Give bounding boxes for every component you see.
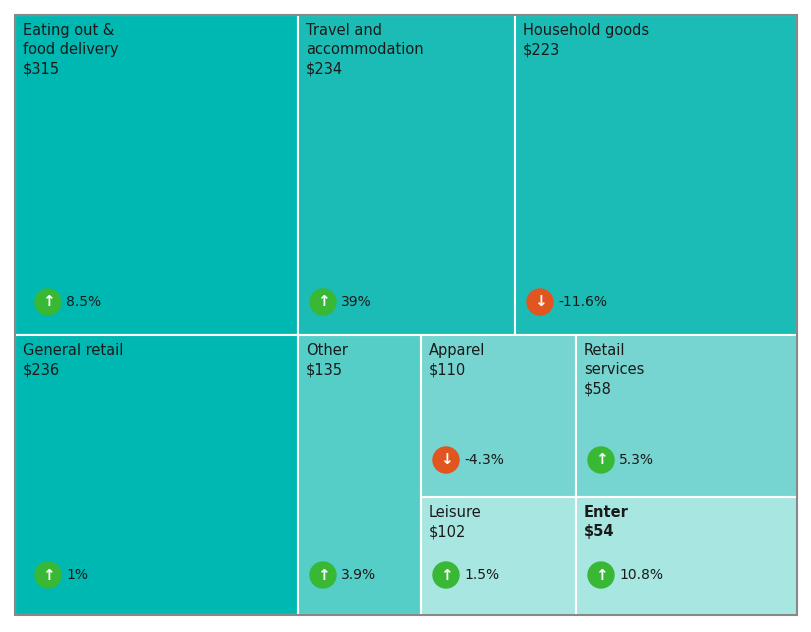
Text: 10.8%: 10.8% (618, 568, 663, 582)
Text: ↑: ↑ (316, 295, 329, 310)
Text: 8.5%: 8.5% (66, 295, 101, 309)
Text: ↑: ↑ (594, 568, 607, 583)
Text: 3.9%: 3.9% (341, 568, 375, 582)
Bar (575, 497, 796, 615)
Text: Other
$135: Other $135 (306, 343, 347, 377)
Circle shape (587, 447, 613, 473)
Text: Household goods
$223: Household goods $223 (522, 23, 648, 58)
Text: -4.3%: -4.3% (463, 453, 504, 467)
Text: Enter
$54: Enter $54 (583, 505, 628, 539)
Circle shape (310, 289, 336, 315)
Bar (514, 15, 796, 335)
Circle shape (526, 289, 552, 315)
Text: 39%: 39% (341, 295, 371, 309)
Text: ↑: ↑ (41, 568, 54, 583)
Text: 5.3%: 5.3% (618, 453, 653, 467)
Text: Apparel
$110: Apparel $110 (428, 343, 485, 377)
Text: ↑: ↑ (439, 568, 452, 583)
Circle shape (587, 562, 613, 588)
Bar (420, 497, 575, 615)
Text: 1.5%: 1.5% (463, 568, 499, 582)
Text: ↑: ↑ (594, 453, 607, 468)
Text: Travel and
accommodation
$234: Travel and accommodation $234 (306, 23, 423, 76)
Circle shape (432, 562, 458, 588)
Bar (298, 15, 514, 335)
Bar (15, 15, 298, 335)
Text: Eating out &
food delivery
$315: Eating out & food delivery $315 (23, 23, 118, 76)
Text: ↑: ↑ (316, 568, 329, 583)
Text: Retail
services
$58: Retail services $58 (583, 343, 644, 396)
Text: ↓: ↓ (533, 295, 546, 310)
Bar (15, 335, 298, 615)
Bar (575, 335, 796, 497)
Text: 1%: 1% (66, 568, 88, 582)
Circle shape (35, 562, 61, 588)
Text: ↑: ↑ (41, 295, 54, 310)
Text: Leisure
$102: Leisure $102 (428, 505, 481, 539)
Text: General retail
$236: General retail $236 (23, 343, 123, 377)
Bar (298, 335, 420, 615)
Circle shape (432, 447, 458, 473)
Bar (420, 335, 575, 497)
Circle shape (310, 562, 336, 588)
Text: ↓: ↓ (439, 453, 452, 468)
Circle shape (35, 289, 61, 315)
Text: -11.6%: -11.6% (557, 295, 607, 309)
